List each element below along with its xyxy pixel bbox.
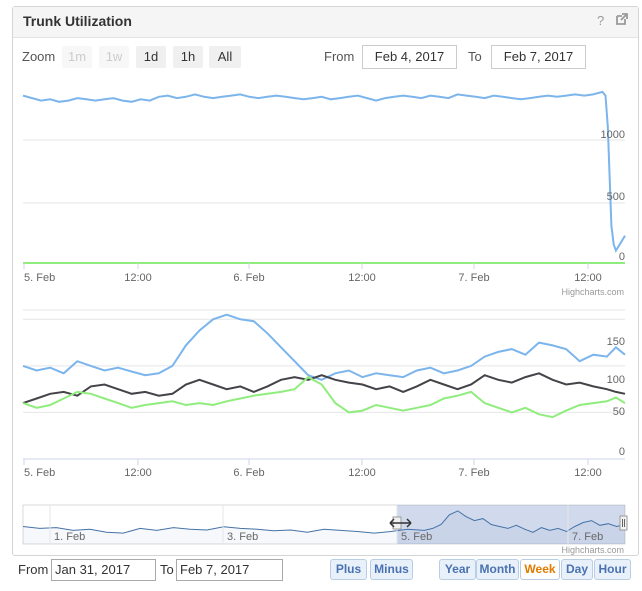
zoom-1d-button[interactable]: 1d bbox=[136, 46, 166, 68]
help-icon[interactable]: ? bbox=[597, 13, 605, 28]
navigator-tick-label: 1. Feb bbox=[54, 531, 85, 543]
minus-button[interactable]: Minus bbox=[370, 559, 413, 580]
footer-to-label: To bbox=[160, 562, 174, 577]
navigator-tick-label: 3. Feb bbox=[227, 531, 258, 543]
footer-from-label: From bbox=[18, 562, 49, 577]
navigator-tick-label: 5. Feb bbox=[401, 531, 432, 543]
zoom-label: Zoom bbox=[22, 49, 56, 64]
footer-from-input[interactable]: Jan 31, 2017 bbox=[51, 559, 156, 581]
chart1-y-tick-label: 0 bbox=[619, 251, 625, 263]
chart2-x-tick-label: 12:00 bbox=[348, 467, 376, 479]
chart1-x-tick-label: 5. Feb bbox=[24, 272, 55, 284]
chart2-series-1 bbox=[22, 372, 626, 405]
navigator[interactable]: 1. Feb 3. Feb 5. Feb 7. Feb Highcharts.com bbox=[22, 504, 628, 555]
zoom-1h-button[interactable]: 1h bbox=[173, 46, 203, 68]
chart2-x-tick-label: 7. Feb bbox=[458, 467, 489, 479]
chart2-y-ticks: 0 50 100 150 bbox=[607, 336, 625, 458]
chart2-x-tick-label: 6. Feb bbox=[233, 467, 264, 479]
range-month-button[interactable]: Month bbox=[476, 559, 519, 580]
navigator-series-group bbox=[22, 510, 626, 544]
chart1-series-0 bbox=[22, 90, 626, 253]
chart1-y-tick-label: 500 bbox=[607, 191, 625, 203]
range-from-label: From bbox=[324, 49, 355, 64]
range-week-button[interactable]: Week bbox=[520, 559, 560, 580]
chart2-gridlines bbox=[23, 318, 625, 413]
range-to-input[interactable]: Feb 7, 2017 bbox=[491, 45, 586, 69]
chart1-x-tick-label: 7. Feb bbox=[458, 272, 489, 284]
navigator-frame bbox=[22, 504, 626, 545]
range-day-button[interactable]: Day bbox=[561, 559, 593, 580]
navigator-series-0 bbox=[22, 510, 626, 534]
panel-title: Trunk Utilization bbox=[23, 13, 132, 29]
navigator-tick-label: 7. Feb bbox=[572, 531, 603, 543]
chart2-series-group bbox=[22, 313, 626, 419]
zoom-all-button[interactable]: All bbox=[209, 46, 241, 68]
chart2-x-ticks: 5. Feb 12:00 6. Feb 12:00 7. Feb 12:00 bbox=[23, 459, 602, 479]
chart2-credits[interactable]: Highcharts.com bbox=[561, 545, 624, 555]
footer-to-input[interactable]: Feb 7, 2017 bbox=[176, 559, 283, 581]
panel-header: Trunk Utilization ? bbox=[13, 7, 638, 38]
chart2-y-tick-label: 150 bbox=[607, 336, 625, 348]
chart1-x-ticks: 5. Feb 12:00 6. Feb 12:00 7. Feb 12:00 bbox=[23, 263, 602, 284]
chart2-x-tick-label: 12:00 bbox=[124, 467, 152, 479]
chart1-credits[interactable]: Highcharts.com bbox=[561, 287, 624, 297]
chart1-series-group bbox=[22, 90, 626, 264]
zoom-1m-button[interactable]: 1m bbox=[62, 46, 92, 68]
external-link-icon[interactable] bbox=[615, 12, 629, 29]
range-hour-button[interactable]: Hour bbox=[594, 559, 631, 580]
chart1-y-ticks: 0 500 1000 bbox=[601, 129, 625, 263]
chart1-y-tick-label: 1000 bbox=[601, 129, 625, 141]
chart2-x-tick-label: 12:00 bbox=[574, 467, 602, 479]
chart1-x-tick-label: 12:00 bbox=[348, 272, 376, 284]
chart1-x-tick-label: 6. Feb bbox=[233, 272, 264, 284]
zoom-1w-button[interactable]: 1w bbox=[99, 46, 129, 68]
navigator-series-0-fill bbox=[23, 510, 625, 544]
chart-2: 0 50 100 150 5. Feb 12:00 6. Feb 12:00 7. Feb 12… bbox=[22, 309, 626, 479]
chart1-x-tick-label: 12:00 bbox=[574, 272, 602, 284]
chart2-series-2 bbox=[22, 375, 626, 419]
chart1-x-tick-label: 12:00 bbox=[124, 272, 152, 284]
range-from-input[interactable]: Feb 4, 2017 bbox=[362, 45, 457, 69]
chart2-series-0 bbox=[22, 313, 626, 381]
chart-1: 0 500 1000 5. Feb 12:00 6. Feb 12:00 7. Feb 12:… bbox=[22, 90, 626, 297]
navigator-left-handle[interactable] bbox=[389, 516, 412, 530]
chart2-y-tick-label: 100 bbox=[607, 374, 625, 386]
chart2-y-tick-label: 0 bbox=[619, 446, 625, 458]
navigator-right-handle[interactable] bbox=[619, 515, 628, 531]
navigator-selection[interactable] bbox=[397, 505, 625, 544]
range-to-label: To bbox=[468, 49, 482, 64]
range-year-button[interactable]: Year bbox=[439, 559, 476, 580]
chart2-y-tick-label: 50 bbox=[613, 406, 625, 418]
navigator-x-ticks: 1. Feb 3. Feb 5. Feb 7. Feb bbox=[49, 505, 603, 544]
plus-button[interactable]: Plus bbox=[330, 559, 367, 580]
chart2-x-tick-label: 5. Feb bbox=[24, 467, 55, 479]
